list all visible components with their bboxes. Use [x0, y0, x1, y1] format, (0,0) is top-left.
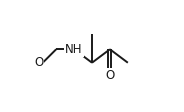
- Text: NH: NH: [65, 43, 83, 56]
- Text: O: O: [105, 69, 115, 82]
- Text: O: O: [34, 56, 43, 69]
